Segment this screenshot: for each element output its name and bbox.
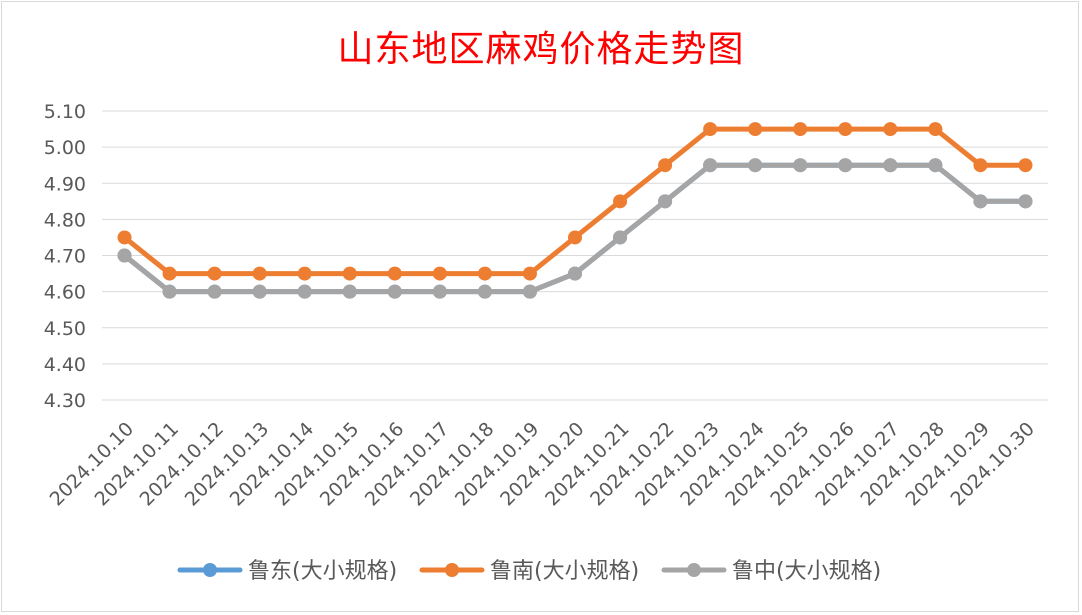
data-point: [883, 158, 898, 173]
data-point: [432, 266, 447, 281]
legend-item: 鲁东(大小规格): [177, 559, 397, 584]
data-point: [658, 194, 673, 209]
data-point: [387, 266, 402, 281]
data-point: [522, 284, 537, 299]
y-tick-label: 4.80: [44, 209, 86, 231]
legend-label: 鲁南(大小规格): [490, 559, 639, 584]
legend-item: 鲁中(大小规格): [661, 559, 881, 584]
data-point: [477, 266, 492, 281]
data-point: [477, 284, 492, 299]
series-group: [117, 122, 1033, 299]
data-point: [117, 248, 132, 263]
data-point: [1018, 194, 1033, 209]
legend-label: 鲁东(大小规格): [248, 559, 397, 584]
y-tick-label: 4.90: [44, 173, 86, 195]
data-point: [568, 230, 582, 245]
data-point: [613, 194, 628, 209]
y-axis: 5.10 5.00 4.90 4.80 4.70 4.60 4.50 4.40 4.30: [44, 101, 86, 412]
y-tick-label: 4.40: [44, 354, 86, 376]
data-point: [703, 158, 718, 173]
legend-swatch-marker: [687, 563, 701, 577]
y-tick-label: 4.50: [44, 318, 86, 340]
data-point: [1018, 158, 1033, 173]
data-point: [793, 122, 808, 137]
data-point: [703, 122, 718, 137]
chart-title: 山东地区麻鸡价格走势图: [337, 29, 745, 70]
series-3: [117, 158, 1033, 299]
data-point: [117, 230, 132, 245]
data-point: [297, 266, 312, 281]
data-point: [342, 284, 357, 299]
data-point: [973, 194, 988, 209]
series-line: [122, 126, 1028, 277]
data-point: [748, 122, 763, 137]
data-point: [297, 284, 312, 299]
data-point: [252, 284, 267, 299]
gridlines: [102, 110, 1048, 401]
data-point: [387, 284, 402, 299]
data-point: [928, 122, 943, 137]
data-point: [252, 266, 267, 281]
data-point: [838, 122, 853, 137]
data-point: [973, 158, 988, 173]
data-point: [162, 284, 177, 299]
legend-swatch-marker: [203, 563, 217, 577]
data-point: [613, 230, 628, 245]
data-point: [748, 158, 763, 173]
data-point: [207, 284, 222, 299]
data-point: [522, 266, 537, 281]
data-point: [432, 284, 447, 299]
data-point: [342, 266, 357, 281]
data-point: [162, 266, 177, 281]
data-point: [568, 266, 582, 281]
data-point: [658, 158, 673, 173]
y-tick-label: 4.70: [44, 246, 86, 268]
data-point: [207, 266, 222, 281]
legend-swatch-marker: [445, 563, 459, 577]
data-point: [928, 158, 943, 173]
y-tick-label: 4.60: [44, 282, 86, 304]
legend-label: 鲁中(大小规格): [732, 559, 881, 584]
y-tick-label: 4.30: [44, 390, 86, 412]
y-tick-label: 5.10: [44, 101, 86, 123]
data-point: [883, 122, 898, 137]
data-point: [838, 158, 853, 173]
legend: 鲁东(大小规格) 鲁南(大小规格) 鲁中(大小规格): [177, 559, 881, 584]
series-2: [117, 122, 1033, 281]
data-point: [793, 158, 808, 173]
legend-item: 鲁南(大小规格): [419, 559, 639, 584]
x-axis: 2024.10.102024.10.112024.10.122024.10.13…: [46, 418, 1039, 510]
y-tick-label: 5.00: [44, 137, 86, 159]
